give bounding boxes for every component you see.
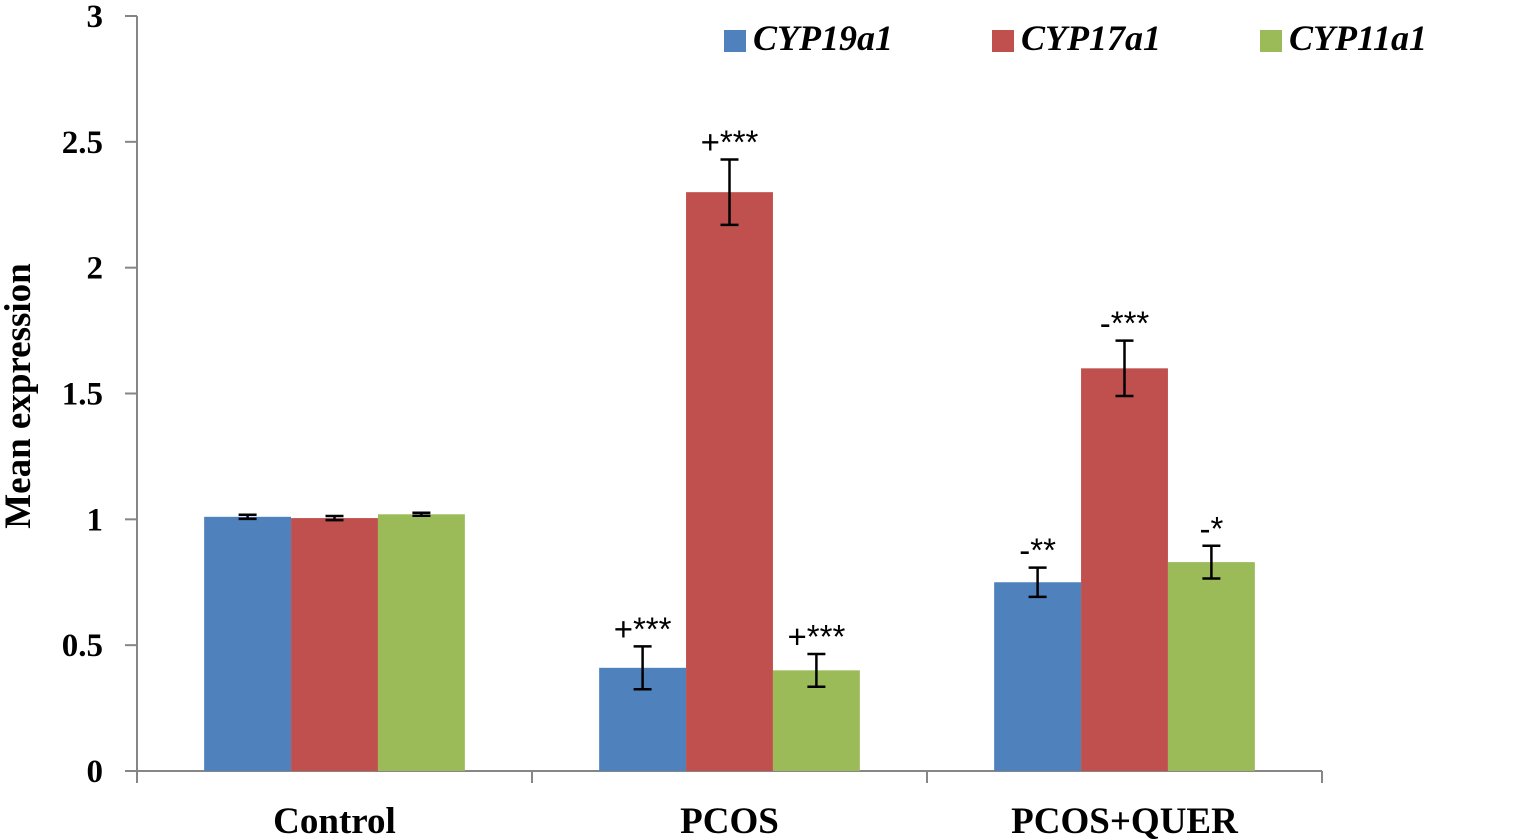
x-tick-label: Control [273,801,396,840]
significance-label: +*** [614,610,672,647]
y-tick-label: 1.5 [62,377,103,413]
bars [204,192,1255,771]
y-axis-title: Mean expression [0,263,39,529]
y-tick-label: 3 [87,0,104,35]
bar-CYP17a1 [291,518,378,771]
legend-swatch-CYP17a1 [992,30,1014,52]
significance-annotations: +*** -** +*** -*** +*** -* [614,123,1224,655]
bar-CYP11a1 [377,514,465,771]
y-tick-label: 0.5 [62,628,103,664]
significance-label: +*** [787,618,845,655]
y-tick-label: 1 [87,502,104,538]
bar-CYP17a1 [1081,368,1168,771]
y-tick-label: 0 [87,754,104,790]
error-bars [238,158,1221,691]
legend-swatch-CYP19a1 [724,30,746,52]
significance-label: -** [1019,532,1056,569]
legend: CYP19a1 CYP17a1 CYP11a1 [724,18,1427,58]
bar-CYP17a1 [686,192,773,771]
legend-label-CYP17a1: CYP17a1 [1021,18,1161,58]
x-tick-label: PCOS+QUER [1011,801,1239,840]
bar-CYP11a1 [1167,562,1255,771]
y-tick-label: 2 [87,251,104,287]
y-axis: 0 0.5 1 1.5 2 2.5 3 [62,0,138,790]
x-axis: Control PCOS PCOS+QUER [136,770,1323,840]
y-tick-label: 2.5 [62,125,103,161]
significance-label: -* [1199,510,1223,547]
significance-label: -*** [1100,305,1150,342]
bar-CYP19a1 [994,582,1082,771]
x-tick-label: PCOS [680,801,779,840]
legend-swatch-CYP11a1 [1260,30,1282,52]
legend-label-CYP11a1: CYP11a1 [1289,18,1427,58]
significance-label: +*** [701,123,759,160]
legend-label-CYP19a1: CYP19a1 [753,18,893,58]
bar-CYP19a1 [204,516,292,771]
